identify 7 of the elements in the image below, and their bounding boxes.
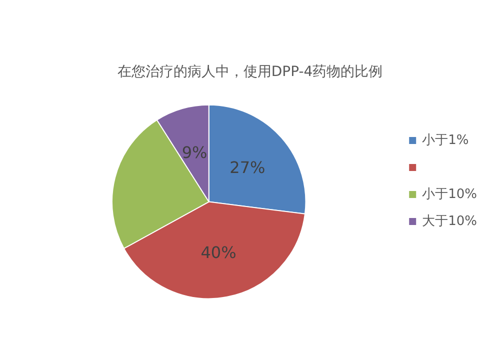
data-label: 9% [182, 142, 208, 162]
legend-label: 小于1% [422, 133, 469, 148]
legend-label: 小于10% [422, 187, 478, 202]
data-label: 27% [230, 158, 266, 178]
data-label: 40% [200, 242, 236, 262]
chart-title: 在您治疗的病人中，使用DPP-4药物的比例 [117, 64, 383, 80]
legend-label: 大于10% [422, 214, 478, 229]
